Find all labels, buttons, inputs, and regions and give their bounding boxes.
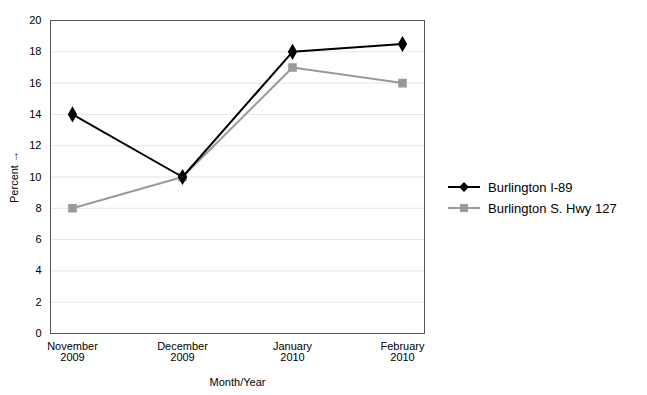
svg-text:February2010: February2010 bbox=[380, 340, 425, 363]
svg-text:6: 6 bbox=[35, 233, 41, 245]
html-text:Burlington I-89: Burlington I-89 bbox=[488, 179, 573, 195]
svg-text:November2009: November2009 bbox=[47, 340, 98, 363]
svg-text:12: 12 bbox=[29, 139, 41, 151]
svg-text:0: 0 bbox=[35, 327, 41, 339]
svg-text:4: 4 bbox=[35, 264, 41, 276]
svg-text:10: 10 bbox=[29, 171, 41, 183]
html-text:Burlington S. Hwy 127: Burlington S. Hwy 127 bbox=[488, 200, 617, 216]
svg-text:December2009: December2009 bbox=[157, 340, 208, 363]
svg-text:14: 14 bbox=[29, 108, 41, 120]
svg-text:18: 18 bbox=[29, 45, 41, 57]
svg-text:8: 8 bbox=[35, 202, 41, 214]
svg-text:16: 16 bbox=[29, 77, 41, 89]
svg-text:20: 20 bbox=[29, 14, 41, 26]
svg-text:Month/Year: Month/Year bbox=[210, 376, 266, 388]
svg-text:January2010: January2010 bbox=[273, 340, 313, 363]
svg-text:2: 2 bbox=[35, 296, 41, 308]
svg-text:Percent →: Percent → bbox=[8, 151, 20, 203]
